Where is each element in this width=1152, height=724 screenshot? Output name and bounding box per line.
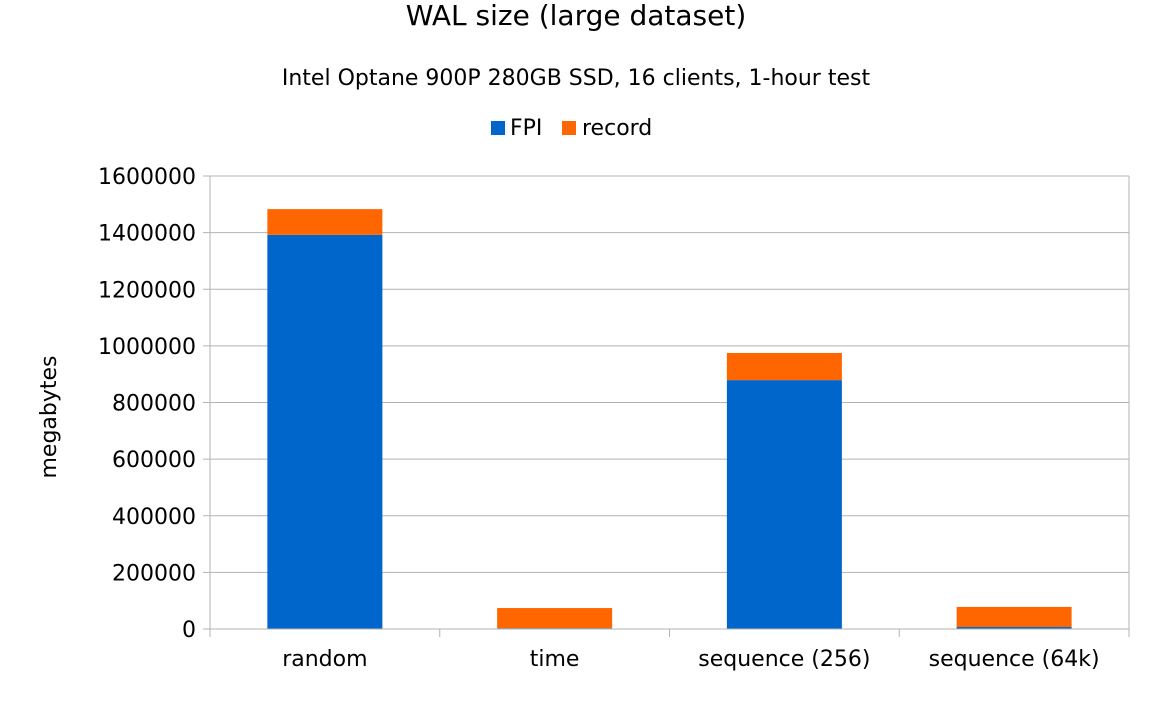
x-tick-label: random (282, 647, 367, 672)
bar-fpi-3 (956, 627, 1072, 629)
bar-fpi-2 (726, 380, 842, 629)
y-tick-label: 1200000 (98, 278, 196, 303)
legend-swatch-fpi (491, 121, 505, 135)
x-tick-label: sequence (64k) (929, 647, 1100, 672)
x-tick-label: time (530, 647, 580, 672)
bar-record-2 (726, 352, 842, 381)
bars (267, 209, 1072, 629)
chart-subtitle: Intel Optane 900P 280GB SSD, 16 clients,… (282, 66, 871, 91)
y-tick-label: 400000 (112, 505, 196, 530)
chart-title: WAL size (large dataset) (406, 0, 747, 32)
legend-label-record: record (582, 116, 652, 141)
bar-record-3 (956, 606, 1072, 628)
legend-label-fpi: FPI (510, 116, 542, 141)
x-tick-label: sequence (256) (698, 647, 870, 672)
y-tick-label: 200000 (112, 561, 196, 586)
bar-record-1 (497, 608, 613, 629)
legend: FPI record (491, 116, 652, 141)
y-axis-label: megabytes (37, 355, 62, 478)
y-tick-label: 0 (182, 618, 196, 643)
y-tick-label: 600000 (112, 448, 196, 473)
y-tick-label: 1400000 (98, 222, 196, 247)
y-tick-label: 800000 (112, 392, 196, 417)
bar-record-0 (267, 209, 383, 235)
axes: 0 200000 400000 600000 800000 1000000 1200000 1… (98, 165, 1130, 672)
y-tick-label: 1600000 (98, 165, 196, 190)
legend-swatch-record (562, 121, 576, 135)
y-tick-label: 1000000 (98, 335, 196, 360)
bar-fpi-0 (267, 234, 383, 629)
